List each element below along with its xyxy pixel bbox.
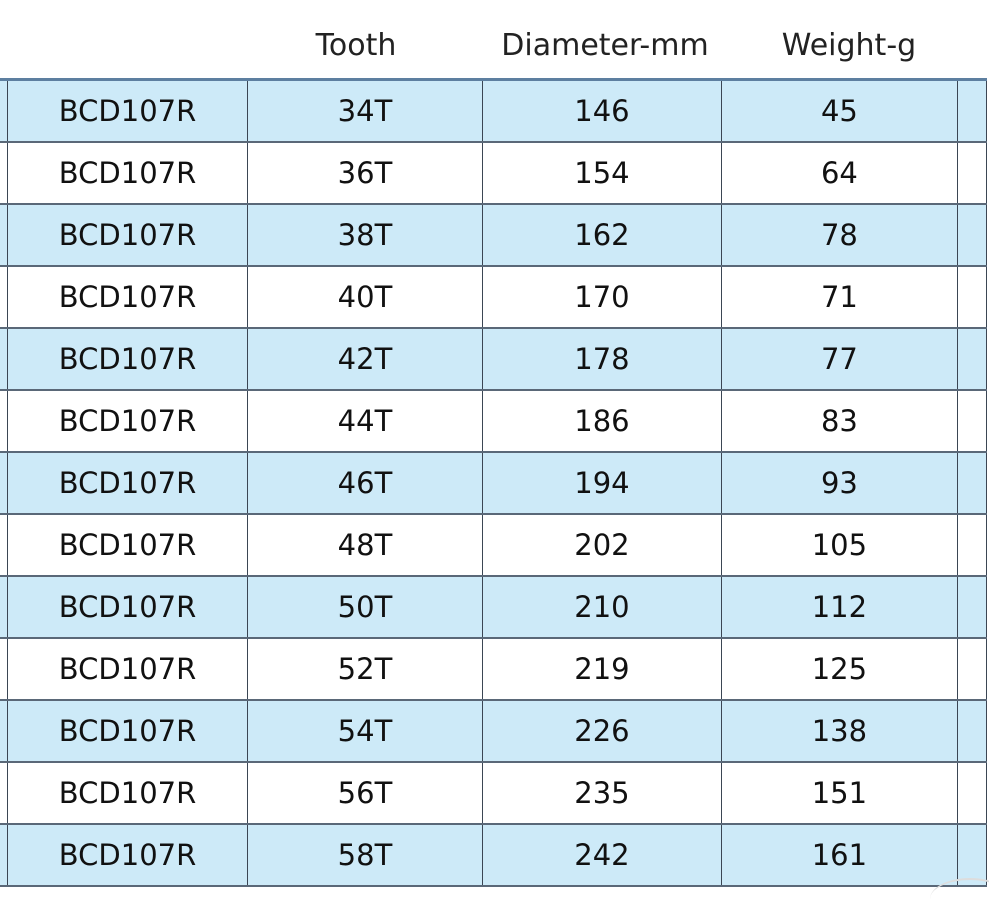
model-cell: BCD107R [6, 823, 249, 887]
table-row: BCD107R 52T 219 125 [0, 637, 988, 701]
weight-cell: 138 [721, 699, 958, 763]
table-row: BCD107R 46T 194 93 [0, 451, 988, 515]
diameter-cell: 226 [481, 699, 723, 763]
table-row: BCD107R 58T 242 161 [0, 823, 988, 887]
diameter-cell: 162 [481, 203, 723, 267]
weight-cell: 93 [721, 451, 958, 515]
diameter-cell: 194 [481, 451, 723, 515]
weight-cell: 83 [721, 389, 958, 453]
table-row: BCD107R 42T 178 77 [0, 327, 988, 391]
spec-table: BCD107R 34T 146 45 BCD107R 36T 154 64 BCD107R 38T… [0, 78, 988, 887]
header-tooth: Tooth [315, 28, 397, 63]
model-cell: BCD107R [6, 79, 249, 143]
edge-cell [956, 637, 988, 701]
table-row: BCD107R 40T 170 71 [0, 265, 988, 329]
model-cell: BCD107R [6, 699, 249, 763]
table-row: BCD107R 48T 202 105 [0, 513, 988, 577]
edge-cell [0, 761, 8, 825]
model-cell: BCD107R [6, 327, 249, 391]
model-cell: BCD107R [6, 265, 249, 329]
tooth-cell: 58T [247, 823, 483, 887]
decorative-arc [930, 878, 989, 920]
edge-cell [956, 265, 988, 329]
model-cell: BCD107R [6, 141, 249, 205]
edge-cell [0, 141, 8, 205]
edge-cell [0, 513, 8, 577]
diameter-cell: 154 [481, 141, 723, 205]
edge-cell [956, 451, 988, 515]
edge-cell [956, 761, 988, 825]
edge-cell [956, 575, 988, 639]
tooth-cell: 44T [247, 389, 483, 453]
edge-cell [956, 699, 988, 763]
tooth-cell: 36T [247, 141, 483, 205]
weight-cell: 105 [721, 513, 958, 577]
tooth-cell: 56T [247, 761, 483, 825]
tooth-cell: 42T [247, 327, 483, 391]
edge-cell [956, 327, 988, 391]
edge-cell [0, 265, 8, 329]
tooth-cell: 40T [247, 265, 483, 329]
edge-cell [956, 203, 988, 267]
diameter-cell: 210 [481, 575, 723, 639]
diameter-cell: 242 [481, 823, 723, 887]
table-row: BCD107R 54T 226 138 [0, 699, 988, 763]
edge-cell [0, 637, 8, 701]
weight-cell: 161 [721, 823, 958, 887]
weight-cell: 125 [721, 637, 958, 701]
table-row: BCD107R 56T 235 151 [0, 761, 988, 825]
edge-cell [0, 203, 8, 267]
table-row: BCD107R 34T 146 45 [0, 79, 988, 143]
diameter-cell: 219 [481, 637, 723, 701]
model-cell: BCD107R [6, 451, 249, 515]
edge-cell [0, 327, 8, 391]
weight-cell: 151 [721, 761, 958, 825]
weight-cell: 45 [721, 79, 958, 143]
model-cell: BCD107R [6, 637, 249, 701]
edge-cell [0, 823, 8, 887]
weight-cell: 112 [721, 575, 958, 639]
edge-cell [956, 389, 988, 453]
tooth-cell: 54T [247, 699, 483, 763]
edge-cell [956, 79, 988, 143]
model-cell: BCD107R [6, 203, 249, 267]
diameter-cell: 178 [481, 327, 723, 391]
tooth-cell: 48T [247, 513, 483, 577]
tooth-cell: 52T [247, 637, 483, 701]
tooth-cell: 34T [247, 79, 483, 143]
edge-cell [0, 79, 8, 143]
edge-cell [0, 451, 8, 515]
edge-cell [0, 575, 8, 639]
header-diameter: Diameter-mm [501, 28, 709, 63]
model-cell: BCD107R [6, 513, 249, 577]
header-weight: Weight-g [781, 28, 917, 63]
tooth-cell: 46T [247, 451, 483, 515]
diameter-cell: 235 [481, 761, 723, 825]
diameter-cell: 202 [481, 513, 723, 577]
edge-cell [0, 699, 8, 763]
table-row: BCD107R 50T 210 112 [0, 575, 988, 639]
diameter-cell: 170 [481, 265, 723, 329]
model-cell: BCD107R [6, 389, 249, 453]
model-cell: BCD107R [6, 575, 249, 639]
weight-cell: 78 [721, 203, 958, 267]
weight-cell: 64 [721, 141, 958, 205]
table-row: BCD107R 38T 162 78 [0, 203, 988, 267]
weight-cell: 77 [721, 327, 958, 391]
tooth-cell: 50T [247, 575, 483, 639]
edge-cell [0, 389, 8, 453]
table-row: BCD107R 44T 186 83 [0, 389, 988, 453]
diameter-cell: 186 [481, 389, 723, 453]
table-row: BCD107R 36T 154 64 [0, 141, 988, 205]
edge-cell [956, 513, 988, 577]
weight-cell: 71 [721, 265, 958, 329]
tooth-cell: 38T [247, 203, 483, 267]
model-cell: BCD107R [6, 761, 249, 825]
diameter-cell: 146 [481, 79, 723, 143]
edge-cell [956, 823, 988, 887]
edge-cell [956, 141, 988, 205]
